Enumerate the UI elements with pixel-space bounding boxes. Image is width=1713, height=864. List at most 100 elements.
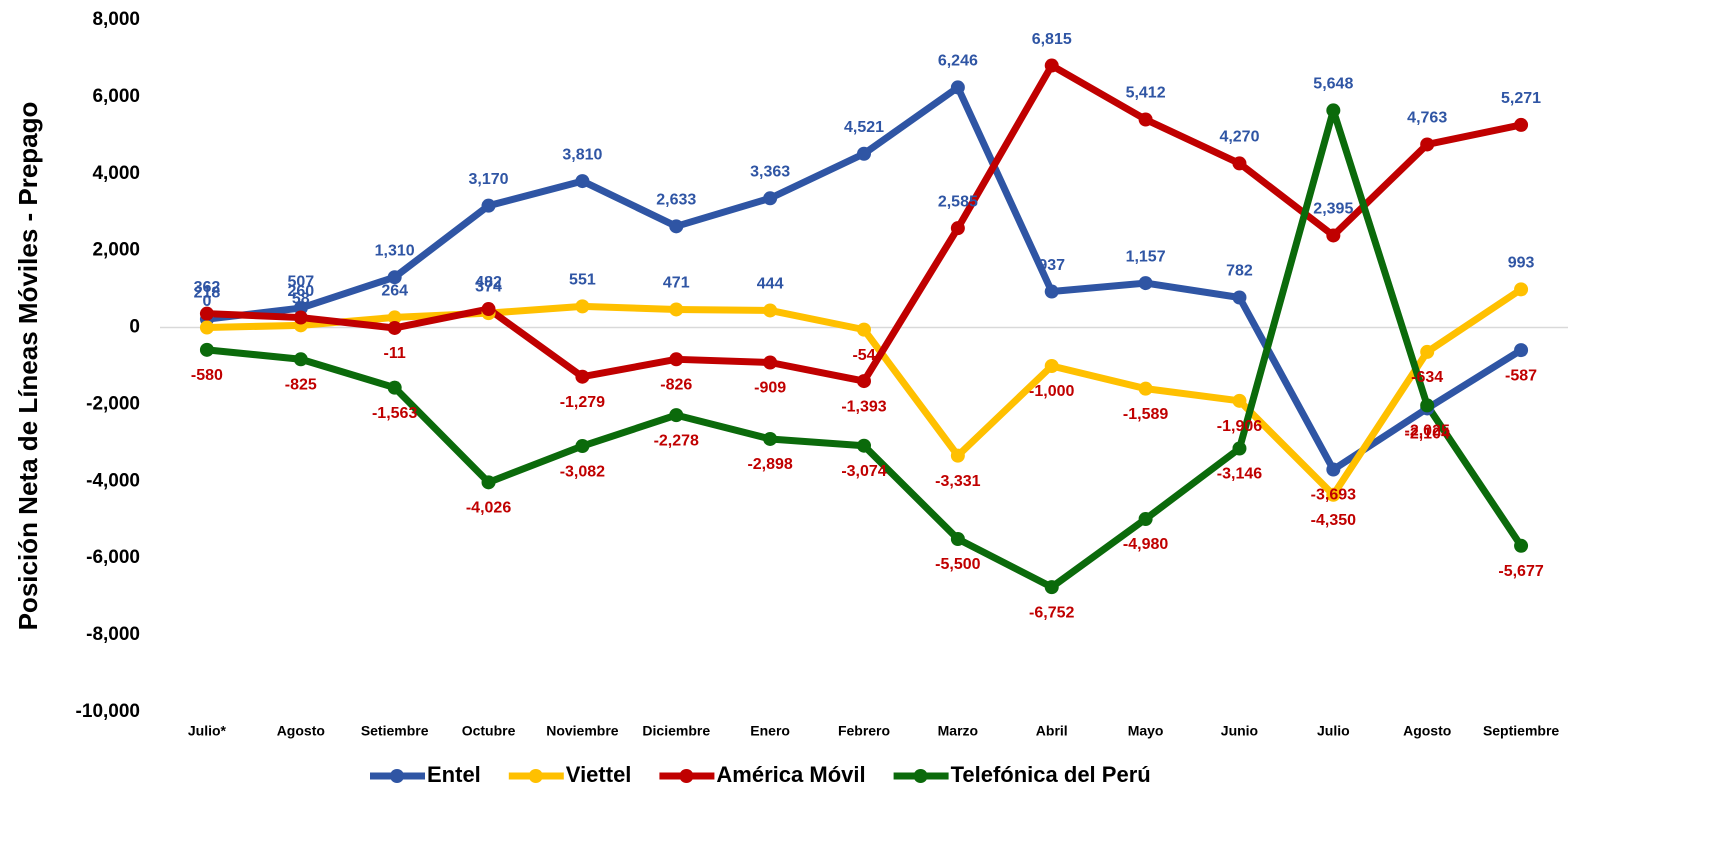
data-label: 218 [194,284,221,301]
data-label: 1,310 [375,242,415,259]
y-tick-label: -6,000 [86,547,140,568]
legend-label: Telefónica del Perú [951,762,1151,787]
data-label: 6,815 [1032,31,1072,48]
x-tick-label: Junio [1221,723,1258,739]
data-point [575,299,590,314]
data-label: 264 [381,283,408,300]
data-label: 362 [194,279,221,296]
x-tick-label: Octubre [462,723,516,739]
data-label: -54 [852,347,875,364]
y-tick-label: -10,000 [76,701,140,722]
data-point [1232,290,1247,305]
data-label: 6,246 [938,53,978,70]
data-point [1514,343,1529,358]
y-tick-label: 2,000 [92,240,140,261]
data-label: 3,170 [469,171,509,188]
data-point [950,80,965,95]
data-label: 2,395 [1313,201,1353,218]
data-point [1232,156,1247,171]
data-point [575,369,590,384]
data-point [669,408,684,423]
data-point [1326,462,1341,477]
data-label: -634 [1411,369,1443,386]
data-point [1044,580,1059,595]
data-point [387,310,402,325]
data-label: -1,000 [1029,383,1074,400]
data-label: 5,412 [1126,85,1166,102]
data-label: -1,563 [372,405,417,422]
data-label: -825 [285,376,317,393]
data-point [293,352,308,367]
data-point [481,198,496,213]
data-label: -1,279 [560,394,605,411]
x-tick-label: Mayo [1128,723,1164,739]
data-label: 471 [663,275,690,292]
data-label: -3,146 [1217,466,1262,483]
data-label: -2,025 [1405,423,1450,440]
legend-label: Entel [427,762,481,787]
data-point [1326,487,1341,502]
data-point [1232,441,1247,456]
legend-marker [528,769,543,783]
legend-label: América Móvil [716,762,865,787]
data-label: 2,633 [656,192,696,209]
data-point [669,302,684,317]
y-tick-label: 4,000 [92,163,140,184]
legend-label: Viettel [566,762,632,787]
data-label: 1,157 [1126,248,1166,265]
data-label: -909 [754,380,786,397]
x-tick-label: Febrero [838,723,890,739]
data-label: -2,278 [654,432,699,449]
data-label: -5,500 [935,556,980,573]
x-tick-label: Diciembre [642,723,710,739]
x-tick-label: Marzo [938,723,978,739]
data-point [481,302,496,317]
y-tick-label: -8,000 [86,624,140,645]
data-label: 4,521 [844,119,884,136]
data-point [857,438,871,453]
data-label: -3,074 [841,463,886,480]
data-point [481,475,496,490]
data-label: 260 [287,283,314,300]
data-point [1514,538,1529,553]
data-point [387,320,402,335]
data-point [950,532,965,546]
data-point [575,174,590,189]
y-tick-label: 0 [129,317,140,338]
data-point [199,320,214,335]
y-tick-label: 8,000 [92,9,140,30]
data-point [669,352,684,367]
data-label: -1,589 [1123,406,1168,423]
data-point [763,303,778,318]
data-point [1044,284,1059,299]
data-point [950,448,965,463]
data-label: 993 [1508,255,1535,272]
data-point [199,306,214,321]
x-tick-label: Agosto [277,723,325,739]
data-label: -580 [191,367,223,384]
legend-marker [390,769,404,783]
data-point [1138,381,1153,396]
data-point [1326,103,1341,118]
data-point [1326,228,1341,243]
x-tick-label: Agosto [1403,723,1451,739]
data-label: 2,585 [938,193,978,210]
y-axis-title: Posición Neta de Líneas Móviles - Prepag… [13,102,43,631]
data-label: 482 [475,274,502,291]
data-label: -826 [660,377,692,394]
data-label: 507 [287,273,314,290]
data-label: 444 [757,276,784,293]
x-tick-label: Enero [750,723,790,739]
data-point [1044,58,1059,73]
data-label: -5,677 [1498,563,1543,580]
data-point [293,310,308,325]
data-label: 551 [569,272,596,289]
data-label: 5,648 [1313,76,1353,93]
data-point [763,431,778,446]
data-label: -4,350 [1311,512,1356,529]
data-label: -4,980 [1123,536,1168,553]
data-label: -6,752 [1029,604,1074,621]
data-point [387,270,402,285]
data-label: -3,331 [935,473,980,490]
x-tick-label: Abril [1036,723,1068,739]
